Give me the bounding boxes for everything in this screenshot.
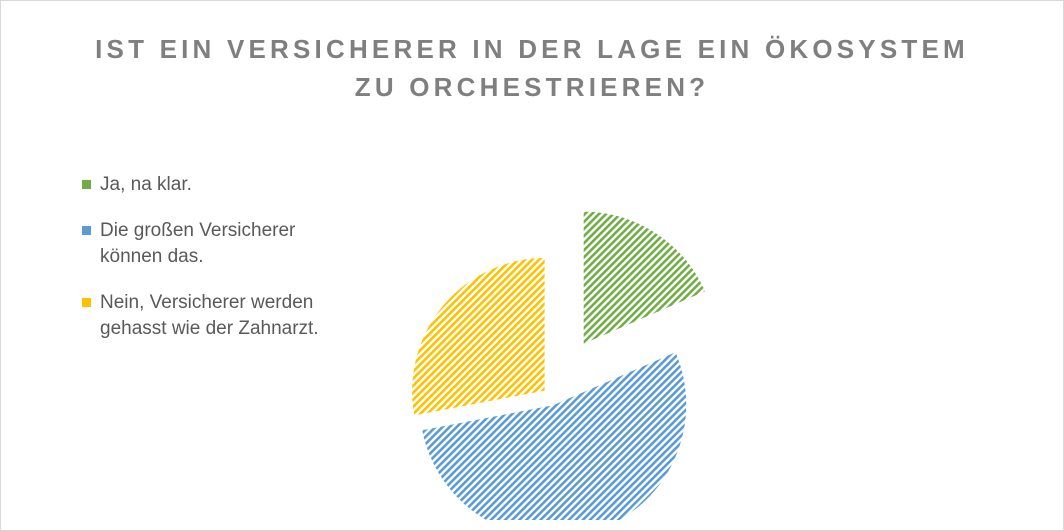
chart-title: IST EIN VERSICHERER IN DER LAGE EIN ÖKOS… [0,30,1064,106]
legend-item-nein[interactable]: Nein, Versicherer werden gehasst wie der… [82,290,372,342]
legend-swatch-grosse-versicherer [82,226,91,235]
chart-title-line-1: IST EIN VERSICHERER IN DER LAGE EIN ÖKOS… [95,34,969,64]
pie-slice-ja [582,210,707,346]
legend-swatch-nein [82,298,91,307]
legend-label-grosse-versicherer-line-1: Die großen Versicherer [100,220,296,241]
pie-slice-nein [410,256,547,418]
legend-item-grosse-versicherer[interactable]: Die großen Versicherer können das. [82,218,372,270]
legend-label-grosse-versicherer-line-2: können das. [100,246,204,267]
legend-item-ja[interactable]: Ja, na klar. [82,172,372,198]
pie-slices [410,210,707,520]
legend-label-ja: Ja, na klar. [100,174,192,195]
legend-label-nein-line-2: gehasst wie der Zahnarzt. [100,318,319,339]
pie-slice-grosse-versicherer [420,350,688,520]
legend-label-nein-line-1: Nein, Versicherer werden [100,292,314,313]
chart-title-line-2: ZU ORCHESTRIEREN? [354,72,710,102]
pie-chart [410,210,707,520]
legend-swatch-ja [82,180,91,189]
legend: Ja, na klar. Die großen Versicherer könn… [82,172,372,342]
